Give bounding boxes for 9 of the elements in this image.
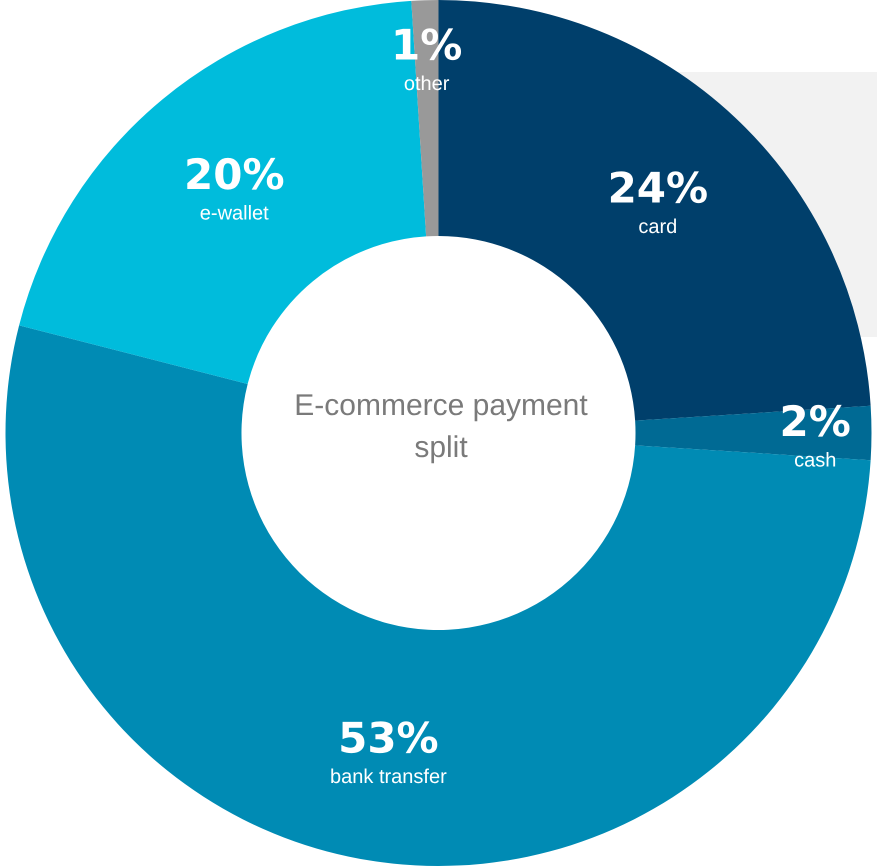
data-label: 24%: [608, 163, 708, 212]
slice-label: card: [638, 216, 678, 238]
data-label: 53%: [338, 713, 439, 762]
slice-label: cash: [794, 450, 836, 472]
data-label: 20%: [184, 150, 285, 200]
slice-label: bank transfer: [330, 766, 448, 788]
data-label: 2%: [780, 396, 851, 446]
slice-label: e-wallet: [200, 202, 270, 225]
text: E-commerce payment split: [293, 388, 589, 466]
